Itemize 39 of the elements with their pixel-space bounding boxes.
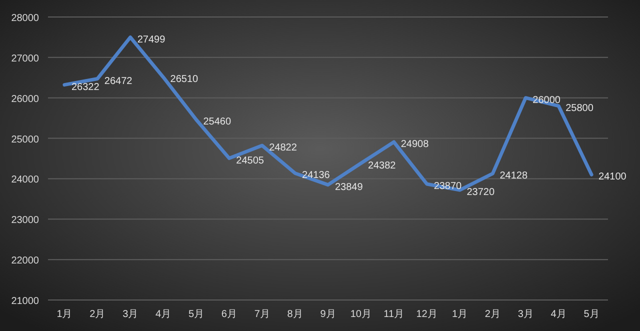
y-tick-label: 26000 — [11, 94, 40, 105]
data-label: 25460 — [203, 116, 232, 128]
x-tick-label: 11月 — [384, 309, 404, 320]
x-tick-label: 4月 — [550, 309, 566, 320]
x-tick-label: 7月 — [254, 309, 270, 320]
y-tick-label: 25000 — [11, 134, 40, 146]
data-label: 26510 — [170, 74, 199, 86]
x-tick-label: 5月 — [188, 309, 204, 320]
x-tick-label: 10月 — [350, 309, 372, 320]
data-label: 24382 — [368, 160, 396, 172]
data-label: 24100 — [598, 172, 627, 183]
x-tick-label: 3月 — [122, 309, 138, 320]
x-tick-label: 3月 — [518, 309, 534, 320]
data-label: 25800 — [566, 102, 594, 114]
x-tick-label: 4月 — [156, 309, 172, 320]
data-label: 24128 — [500, 170, 528, 182]
x-tick-label: 12月 — [416, 309, 438, 320]
x-tick-label: 5月 — [584, 309, 600, 320]
y-tick-label: 22000 — [11, 256, 40, 267]
data-label: 23849 — [335, 182, 364, 193]
data-label: 26322 — [71, 82, 100, 93]
y-tick-label: 28000 — [11, 13, 40, 24]
x-tick-label: 8月 — [287, 309, 303, 320]
y-tick-label: 27000 — [11, 53, 40, 64]
y-tick-label: 24000 — [11, 174, 40, 186]
x-tick-label: 2月 — [90, 309, 106, 320]
data-label: 24822 — [269, 142, 298, 154]
x-tick-label: 2月 — [484, 309, 500, 320]
x-tick-label: 9月 — [320, 309, 336, 320]
y-tick-label: 21000 — [11, 296, 40, 307]
x-tick-label: 1月 — [56, 309, 72, 320]
data-label: 23720 — [466, 187, 496, 198]
data-label: 27499 — [137, 34, 166, 46]
x-tick-label: 1月 — [452, 309, 468, 320]
y-tick-label: 23000 — [11, 215, 40, 226]
data-label: 26472 — [104, 76, 133, 87]
x-tick-label: 6月 — [221, 309, 237, 320]
data-label: 24505 — [236, 155, 264, 166]
data-label: 24908 — [400, 139, 430, 150]
